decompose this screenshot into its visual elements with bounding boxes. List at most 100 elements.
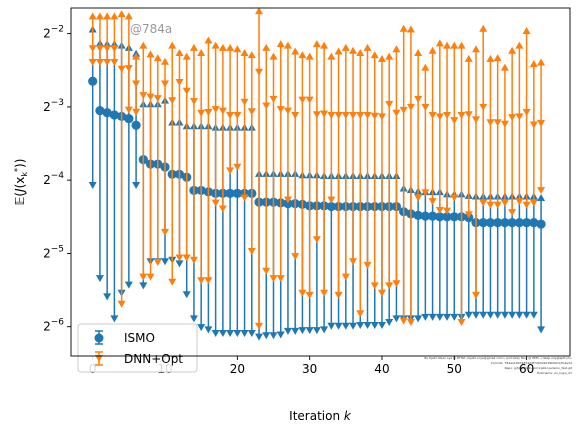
lower-cap-1-0 <box>88 58 97 66</box>
upper-cap-1-53 <box>471 45 480 53</box>
upper-cap-1-24 <box>262 43 271 51</box>
point-1-52 <box>464 111 473 119</box>
point-0-33 <box>326 201 336 212</box>
upper-cap-1-36 <box>349 46 358 54</box>
lower-cap-1-9 <box>153 258 162 266</box>
point-1-16 <box>204 109 213 117</box>
point-1-9 <box>153 95 162 103</box>
lower-cap-0-34 <box>334 322 343 330</box>
point-0-57 <box>500 218 510 228</box>
upper-cap-1-14 <box>189 43 198 51</box>
lower-cap-0-16 <box>204 326 213 334</box>
lower-cap-0-10 <box>161 258 170 266</box>
lower-cap-0-48 <box>435 313 444 321</box>
upper-cap-1-57 <box>500 63 509 71</box>
credit-line-1: By Kjetil Olsen Lye @ ETHZ <kjetil.o.lye… <box>424 356 572 360</box>
upper-cap-1-42 <box>392 45 401 53</box>
point-0-55 <box>485 218 496 228</box>
lower-cap-0-53 <box>471 311 480 319</box>
lower-cap-1-1 <box>95 58 104 66</box>
point-1-1 <box>95 45 104 53</box>
upper-cap-1-40 <box>377 54 386 62</box>
lower-cap-1-47 <box>428 198 437 206</box>
upper-cap-1-16 <box>204 36 213 44</box>
lower-cap-0-15 <box>197 324 206 332</box>
lower-cap-0-2 <box>103 293 112 301</box>
lower-cap-1-24 <box>262 267 271 275</box>
point-0-60 <box>522 218 532 228</box>
upper-cap-1-25 <box>269 52 278 60</box>
point-1-27 <box>283 107 292 115</box>
lower-cap-1-10 <box>161 228 170 236</box>
lower-cap-0-32 <box>320 326 329 334</box>
lower-cap-1-37 <box>356 310 365 318</box>
upper-cap-1-41 <box>385 52 394 60</box>
lower-cap-1-43 <box>399 317 408 325</box>
x-axis-title: Iteration k <box>289 409 352 423</box>
point-1-39 <box>370 112 379 120</box>
point-1-36 <box>349 111 358 119</box>
upper-cap-1-59 <box>515 41 524 49</box>
point-0-3 <box>109 110 119 120</box>
point-1-8 <box>146 93 155 101</box>
upper-cap-1-61 <box>529 59 538 67</box>
point-0-5 <box>124 114 134 124</box>
lower-cap-1-17 <box>211 199 220 207</box>
lower-cap-0-39 <box>370 321 379 329</box>
lower-cap-0-17 <box>211 330 220 338</box>
point-0-59 <box>514 218 524 228</box>
lower-cap-1-46 <box>421 189 430 197</box>
upper-cap-1-56 <box>493 54 502 62</box>
lower-cap-0-36 <box>349 322 358 330</box>
lower-cap-1-33 <box>327 196 336 204</box>
lower-cap-1-61 <box>529 199 538 207</box>
legend-ismo-label: ISMO <box>124 331 155 345</box>
lower-cap-1-25 <box>269 275 278 283</box>
point-1-26 <box>276 106 285 114</box>
lower-cap-1-58 <box>508 209 517 217</box>
lower-cap-0-59 <box>515 311 524 319</box>
upper-cap-1-22 <box>247 51 256 59</box>
lower-cap-1-28 <box>291 253 300 261</box>
lower-cap-0-29 <box>298 327 307 335</box>
upper-cap-1-32 <box>320 41 329 49</box>
point-1-14 <box>189 98 198 106</box>
legend-frame <box>77 323 198 373</box>
point-1-12 <box>175 78 184 86</box>
upper-cap-1-31 <box>312 40 321 48</box>
upper-cap-1-44 <box>406 25 415 33</box>
point-0-62 <box>536 219 546 229</box>
lower-cap-1-5 <box>124 106 133 114</box>
point-1-10 <box>161 80 170 88</box>
point-1-34 <box>334 111 343 119</box>
upper-cap-1-49 <box>443 41 452 49</box>
upper-cap-1-0 <box>88 12 97 20</box>
lower-cap-0-22 <box>247 330 256 338</box>
upper-cap-1-45 <box>414 48 423 56</box>
upper-cap-1-38 <box>363 43 372 51</box>
lower-cap-0-20 <box>233 330 242 338</box>
point-1-3 <box>110 45 119 53</box>
point-1-61 <box>529 121 538 129</box>
point-1-20 <box>233 111 242 119</box>
point-1-53 <box>471 116 480 124</box>
credit-line-2: Commit: 784ae18074814d3f72b3a9d39b667a7b… <box>491 361 572 365</box>
upper-cap-1-13 <box>182 52 191 60</box>
x-tick-label-60: 60 <box>519 362 534 376</box>
lower-cap-0-56 <box>493 311 502 319</box>
point-1-42 <box>392 109 401 117</box>
lower-cap-1-42 <box>392 280 401 288</box>
upper-cap-1-17 <box>211 41 220 49</box>
point-1-23 <box>255 68 264 76</box>
upper-cap-1-8 <box>146 50 155 58</box>
upper-cap-1-60 <box>522 26 531 34</box>
lower-cap-0-14 <box>189 315 198 323</box>
point-1-18 <box>218 107 227 115</box>
lower-cap-0-52 <box>464 311 473 319</box>
point-1-59 <box>515 113 524 121</box>
upper-cap-1-19 <box>226 43 235 51</box>
point-1-24 <box>262 102 271 110</box>
lower-cap-1-59 <box>515 198 524 206</box>
lower-cap-0-21 <box>240 330 249 338</box>
axes-frame <box>70 7 571 357</box>
